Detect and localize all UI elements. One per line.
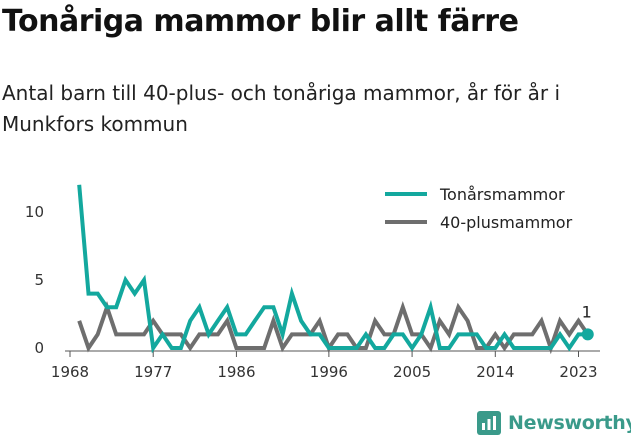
- brand-name: Newsworthy: [508, 412, 631, 434]
- chart-title: Tonåriga mammor blir allt färre: [2, 4, 519, 39]
- x-tick-label: 2023: [559, 363, 597, 381]
- y-tick-label: 10: [25, 203, 44, 221]
- x-tick-label: 2014: [476, 363, 514, 381]
- end-point-marker: [581, 328, 594, 341]
- x-tick-label: 1986: [217, 363, 255, 381]
- end-point-label: 1: [582, 302, 592, 321]
- legend-label-forty: 40-plusmammor: [440, 213, 573, 232]
- legend-label-teen: Tonårsmammor: [439, 185, 565, 204]
- x-tick-label: 1968: [51, 363, 89, 381]
- x-axis-ticks: 1968 1977 1986 1996 2005 2014 2023: [51, 351, 598, 381]
- x-tick-label: 2005: [393, 363, 431, 381]
- series-line-teen: [77, 184, 588, 354]
- chart-legend: Tonårsmammor 40-plusmammor: [385, 185, 573, 232]
- x-tick-label: 1977: [134, 363, 172, 381]
- chart-subtitle: Antal barn till 40-plus- och tonåriga ma…: [2, 81, 561, 136]
- series-lines: [77, 184, 590, 355]
- x-tick-label: 1996: [310, 363, 348, 381]
- y-tick-label: 0: [34, 339, 44, 357]
- newsworthy-brand: Newsworthy: [476, 408, 631, 438]
- y-tick-label: 5: [34, 271, 44, 289]
- y-axis-ticks: 0 5 10: [25, 203, 44, 357]
- newsworthy-logo-icon: [477, 411, 501, 435]
